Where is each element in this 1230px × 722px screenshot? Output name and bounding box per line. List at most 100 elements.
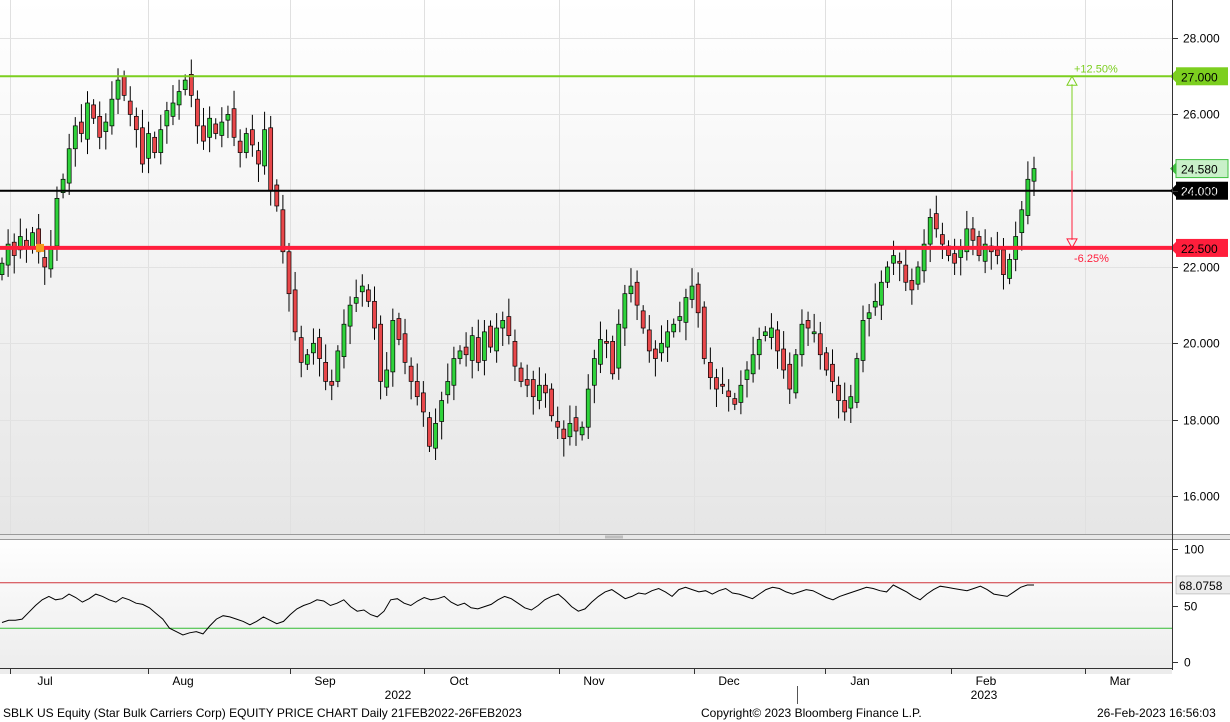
- candle-body: [439, 400, 445, 422]
- x-month-label: Mar: [1110, 674, 1131, 688]
- candle-body: [897, 260, 903, 264]
- candle-body: [475, 337, 481, 363]
- y-tick-label: 18.000: [1183, 414, 1220, 428]
- candle-body: [72, 125, 78, 150]
- candle-body: [170, 102, 176, 117]
- candle-body: [628, 285, 634, 295]
- candle-body: [927, 217, 933, 245]
- x-month-label: Dec: [718, 674, 739, 688]
- candle-body: [457, 350, 463, 359]
- candle-body: [714, 377, 719, 390]
- candle-body: [793, 354, 799, 394]
- candle-body: [1031, 168, 1037, 182]
- x-month-label: Nov: [583, 674, 604, 688]
- y-tick-label: 24.000: [1183, 185, 1220, 199]
- candle-body: [158, 129, 164, 153]
- candle-body: [402, 333, 408, 363]
- candle-body: [506, 316, 512, 337]
- candle-body: [701, 306, 707, 359]
- candle-body: [207, 117, 212, 138]
- candle-body: [512, 341, 518, 367]
- candle-body: [811, 331, 817, 335]
- candle-body: [250, 129, 255, 146]
- candle-body: [622, 293, 628, 329]
- candle-body: [891, 255, 896, 264]
- candle-body: [1001, 249, 1006, 275]
- candle-body: [573, 417, 579, 432]
- level-label: 22.500: [1181, 242, 1218, 256]
- candle-body: [848, 396, 854, 409]
- candle-body: [830, 363, 835, 382]
- last-price-label: 24.580: [1181, 163, 1218, 177]
- candle-body: [591, 358, 597, 386]
- candle-body: [256, 150, 261, 165]
- candle-body: [598, 339, 603, 365]
- candle-body: [543, 384, 548, 394]
- candle-body: [48, 247, 54, 270]
- candle-body: [659, 342, 664, 354]
- rsi-y-tick-label: 100: [1184, 543, 1204, 557]
- copyright-text: Copyright© 2023 Bloomberg Finance L.P.: [701, 706, 922, 720]
- candle-body: [341, 323, 347, 357]
- candle-body: [103, 121, 109, 132]
- candle-body: [298, 337, 304, 363]
- rsi-line: [1, 584, 1034, 636]
- price-chart-svg: 27.000 24.000 22.500 24.580 +12.50% -6.25% 68…: [0, 0, 1230, 704]
- candle-body: [732, 398, 738, 405]
- candle-body: [579, 426, 585, 436]
- candle-body: [384, 369, 390, 388]
- candle-body: [689, 285, 695, 300]
- candle-body: [854, 358, 860, 403]
- candle-body: [787, 363, 793, 390]
- candle-body: [378, 323, 383, 382]
- candle-body: [146, 133, 151, 159]
- candle-body: [427, 417, 432, 447]
- y-tick-label: 20.000: [1183, 337, 1220, 351]
- candle-body: [231, 108, 237, 138]
- candle-body: [188, 74, 194, 96]
- candle-body: [60, 178, 66, 193]
- candle-body: [329, 381, 335, 386]
- candle-body: [140, 127, 145, 165]
- candle-body: [127, 100, 133, 115]
- candle-body: [708, 362, 713, 378]
- candle-body: [91, 104, 96, 119]
- candle-body: [469, 335, 475, 361]
- candle-body: [463, 346, 469, 356]
- candle-body: [537, 384, 542, 401]
- candle-body: [30, 232, 35, 249]
- y-tick-label: 22.000: [1183, 261, 1220, 275]
- candle-body: [805, 320, 811, 329]
- candle-body: [219, 121, 225, 136]
- candle-body: [488, 325, 493, 348]
- candle-body: [414, 381, 420, 398]
- candle-body: [335, 350, 341, 382]
- footer: SBLK US Equity (Star Bulk Carriers Corp)…: [0, 704, 1230, 722]
- level-label-box: [1176, 67, 1228, 86]
- candle-body: [5, 243, 11, 266]
- candle-body: [347, 304, 353, 327]
- candle-body: [1019, 209, 1025, 234]
- candle-body: [201, 125, 206, 142]
- candle-body: [366, 289, 371, 302]
- candle-body: [634, 281, 640, 306]
- candle-body: [353, 297, 359, 304]
- candle-body: [933, 213, 939, 230]
- x-month-label: Sep: [314, 674, 336, 688]
- candle-body: [616, 323, 622, 369]
- candle-body: [640, 310, 646, 329]
- rsi-y-tick-label: 0: [1184, 656, 1191, 670]
- y-tick-label: 26.000: [1183, 108, 1220, 122]
- chart-title: SBLK US Equity (Star Bulk Carriers Corp)…: [3, 706, 522, 720]
- candle-body: [530, 379, 536, 398]
- candle-body: [286, 251, 292, 295]
- candle-body: [311, 342, 316, 354]
- candle-body: [866, 312, 872, 319]
- candle-body: [243, 133, 249, 153]
- rsi-y-tick-label: 50: [1184, 600, 1198, 614]
- x-year-label: 2022: [385, 688, 412, 702]
- candle-body: [280, 209, 286, 253]
- candle-body: [237, 140, 243, 153]
- x-month-label: Aug: [172, 674, 193, 688]
